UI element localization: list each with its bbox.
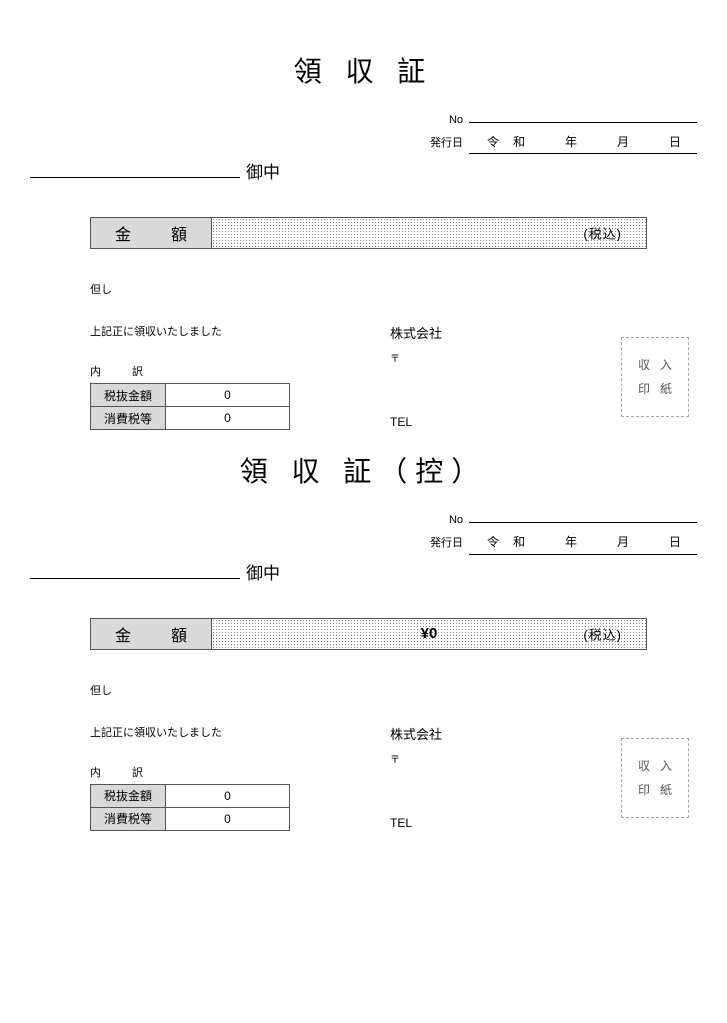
addressee-value — [30, 562, 240, 579]
issue-row: 発行日 令和 年 月 日 — [30, 132, 697, 155]
no-value — [469, 508, 697, 523]
receipt-main: 領 収 証 No 発行日 令和 年 月 日 御中 金 額 (税込) 但し — [30, 50, 697, 430]
issue-label: 発行日 — [423, 134, 469, 154]
table-row: 消費税等 0 — [91, 407, 290, 430]
no-row: No — [30, 108, 697, 131]
meta-block: No 発行日 令和 年 月 日 — [30, 508, 697, 554]
issue-value: 令和 年 月 日 — [469, 132, 697, 155]
tel-label: TEL — [390, 816, 600, 830]
postal-label: 〒 — [390, 751, 600, 766]
breakdown-table: 税抜金額 0 消費税等 0 — [90, 383, 290, 430]
lower-block: 上記正に領収いたしました 内 訳 税抜金額 0 消費税等 0 株式会社 〒 TE… — [90, 724, 697, 831]
amount-bar: 金 額 ¥0 (税込) — [90, 618, 647, 650]
left-column: 上記正に領収いたしました 内 訳 税抜金額 0 消費税等 0 — [90, 323, 330, 430]
addressee-value — [30, 161, 240, 178]
meta-block: No 発行日 令和 年 月 日 — [30, 108, 697, 154]
amount-bar: 金 額 (税込) — [90, 217, 647, 249]
bd-row1-value: 0 — [166, 784, 290, 807]
no-label: No — [423, 511, 469, 531]
left-column: 上記正に領収いたしました 内 訳 税抜金額 0 消費税等 0 — [90, 724, 330, 831]
note-label: 但し — [90, 281, 697, 297]
breakdown-label: 内 訳 — [90, 764, 330, 780]
stamp-line1: 収入 — [628, 754, 682, 778]
bd-row2-value: 0 — [166, 807, 290, 830]
bd-row2-label: 消費税等 — [91, 807, 166, 830]
issue-value: 令和 年 月 日 — [469, 532, 697, 555]
no-label: No — [423, 111, 469, 131]
bd-row2-label: 消費税等 — [91, 407, 166, 430]
breakdown-label: 内 訳 — [90, 363, 330, 379]
receipt-copy: 領 収 証（控） No 発行日 令和 年 月 日 御中 金 額 ¥0 (税込) … — [30, 450, 697, 830]
table-row: 税抜金額 0 — [91, 384, 290, 407]
addressee-suffix: 御中 — [246, 559, 280, 584]
stamp-line2: 印紙 — [628, 778, 682, 802]
tel-label: TEL — [390, 415, 600, 429]
amount-value-cell: ¥0 (税込) — [212, 619, 646, 649]
stamp-line1: 収入 — [628, 353, 682, 377]
table-row: 税抜金額 0 — [91, 784, 290, 807]
postal-label: 〒 — [390, 350, 600, 365]
issuer-column: 株式会社 〒 TEL — [390, 724, 600, 831]
bd-row1-label: 税抜金額 — [91, 384, 166, 407]
confirm-text: 上記正に領収いたしました — [90, 323, 330, 339]
addressee-row: 御中 — [30, 158, 697, 183]
table-row: 消費税等 0 — [91, 807, 290, 830]
amount-label: 金 額 — [91, 619, 212, 649]
issue-label: 発行日 — [423, 534, 469, 554]
company-name: 株式会社 — [390, 724, 600, 743]
revenue-stamp-box: 収入 印紙 — [621, 738, 689, 818]
issue-row: 発行日 令和 年 月 日 — [30, 532, 697, 555]
addressee-suffix: 御中 — [246, 158, 280, 183]
company-name: 株式会社 — [390, 323, 600, 342]
amount-value: ¥0 — [421, 625, 438, 642]
stamp-line2: 印紙 — [628, 377, 682, 401]
receipt-title: 領 収 証（控） — [30, 450, 697, 490]
addressee-row: 御中 — [30, 559, 697, 584]
revenue-stamp-box: 収入 印紙 — [621, 337, 689, 417]
lower-block: 上記正に領収いたしました 内 訳 税抜金額 0 消費税等 0 株式会社 〒 TE… — [90, 323, 697, 430]
bd-row1-value: 0 — [166, 384, 290, 407]
no-row: No — [30, 508, 697, 531]
amount-label: 金 額 — [91, 218, 212, 248]
amount-value-cell: (税込) — [212, 218, 646, 248]
note-label: 但し — [90, 682, 697, 698]
no-value — [469, 108, 697, 123]
bd-row2-value: 0 — [166, 407, 290, 430]
confirm-text: 上記正に領収いたしました — [90, 724, 330, 740]
amount-tax-label: (税込) — [583, 224, 622, 243]
breakdown-table: 税抜金額 0 消費税等 0 — [90, 784, 290, 831]
bd-row1-label: 税抜金額 — [91, 784, 166, 807]
receipt-title: 領 収 証 — [30, 50, 697, 90]
amount-tax-label: (税込) — [583, 624, 622, 643]
page: 領 収 証 No 発行日 令和 年 月 日 御中 金 額 (税込) 但し — [0, 0, 727, 1023]
issuer-column: 株式会社 〒 TEL — [390, 323, 600, 430]
